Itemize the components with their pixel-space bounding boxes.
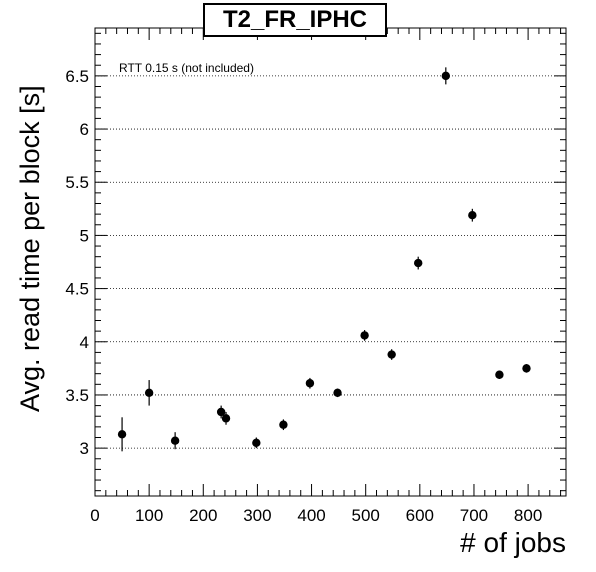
data-point <box>216 407 226 417</box>
x-tick-label: 800 <box>514 506 542 525</box>
x-tick-label: 400 <box>297 506 325 525</box>
data-point <box>252 438 261 448</box>
data-point <box>305 379 315 388</box>
data-point <box>144 388 154 398</box>
data-point <box>117 430 127 439</box>
data-point <box>441 71 451 81</box>
rtt-annotation: RTT 0.15 s (not included) <box>119 61 254 75</box>
data-point <box>360 331 369 340</box>
data-point <box>279 420 288 429</box>
data-point <box>414 258 423 268</box>
data-point <box>468 211 477 220</box>
x-tick-label: 100 <box>135 506 163 525</box>
y-tick-label: 4 <box>80 333 89 352</box>
data-points <box>117 67 531 452</box>
data-point <box>333 388 342 398</box>
x-tick-label: 500 <box>352 506 380 525</box>
x-tick-label: 700 <box>460 506 488 525</box>
grid-lines <box>95 75 566 449</box>
y-tick-label: 3.5 <box>65 386 89 405</box>
data-point <box>221 414 231 423</box>
x-tick-label: 200 <box>189 506 217 525</box>
plot-frame <box>94 27 567 497</box>
x-tick-label: 300 <box>243 506 271 525</box>
chart-title: T2_FR_IPHC <box>203 3 387 37</box>
y-tick-label: 4.5 <box>65 280 89 299</box>
y-tick-label: 6.5 <box>65 67 89 86</box>
x-axis-label: # of jobs <box>460 527 566 558</box>
y-tick-label: 3 <box>80 439 89 458</box>
y-tick-label: 5.5 <box>65 173 89 192</box>
x-tick-label: 0 <box>90 506 99 525</box>
data-point <box>387 350 396 359</box>
data-point <box>170 436 180 445</box>
y-axis-label: Avg. read time per block [s] <box>15 85 45 412</box>
y-tick-label: 6 <box>80 120 89 139</box>
y-axis: 3 3.5 4 4.5 5 5.5 6 6.5 <box>65 32 566 492</box>
data-point <box>522 364 531 373</box>
y-tick-label: 5 <box>80 226 89 245</box>
x-axis: 0 100 200 300 400 500 600 700 800 <box>90 28 562 525</box>
x-tick-label: 600 <box>406 506 434 525</box>
data-point <box>495 370 504 379</box>
